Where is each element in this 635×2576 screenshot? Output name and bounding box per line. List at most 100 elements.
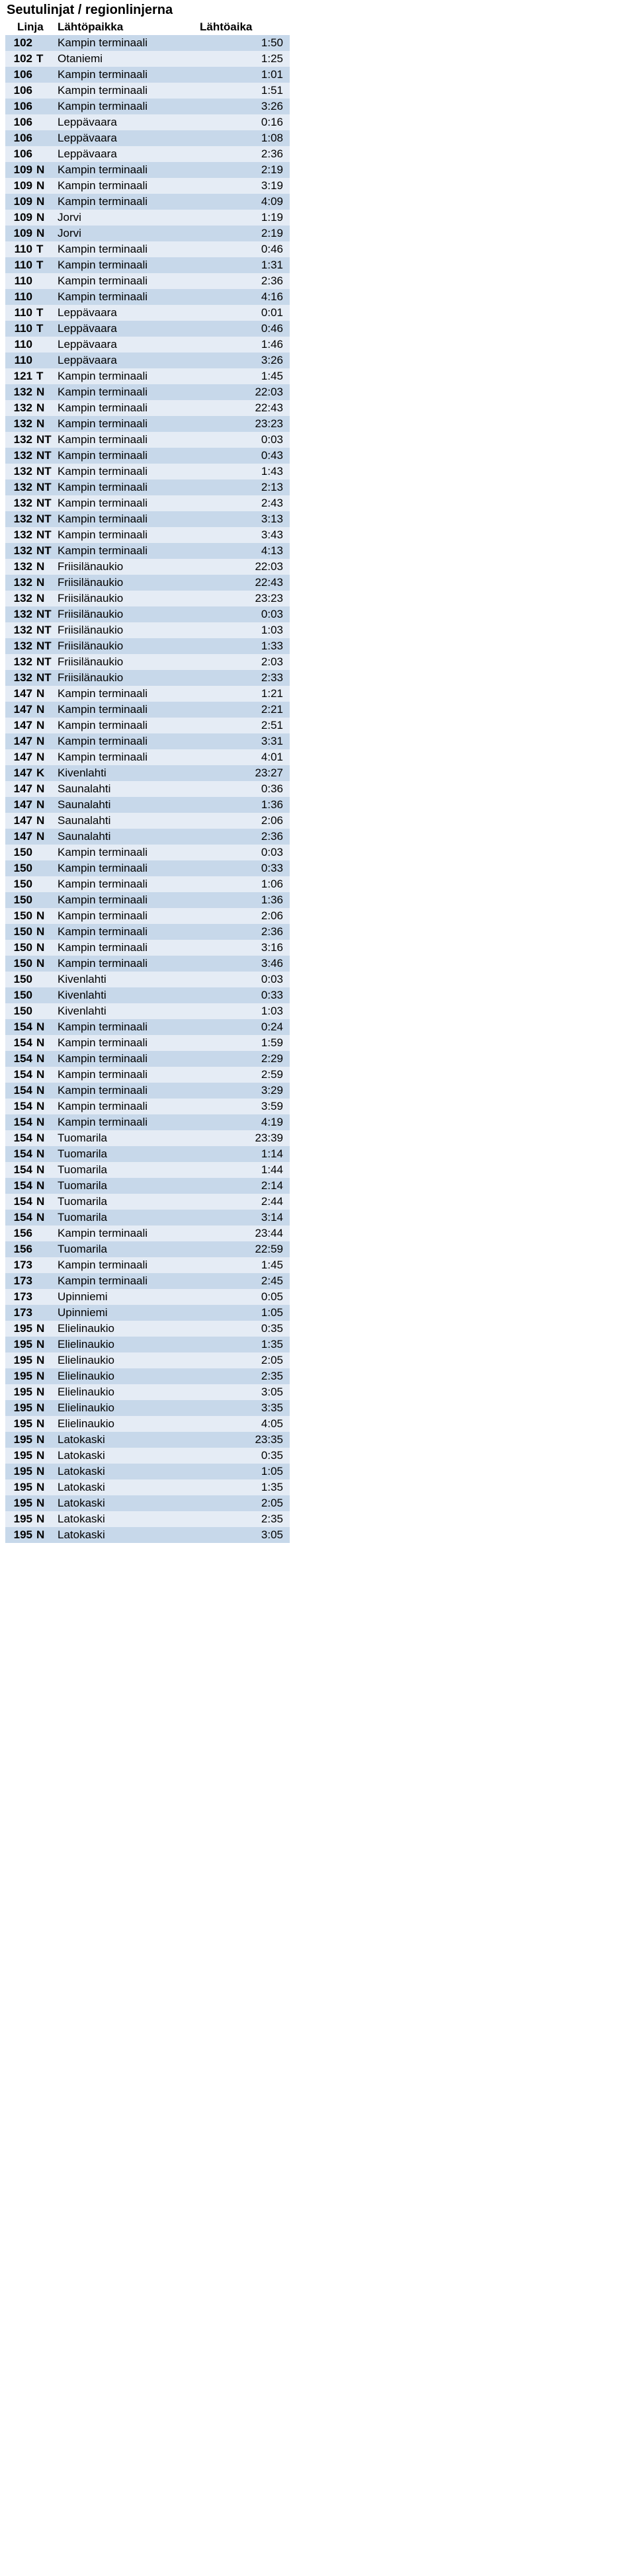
table-row: 132NTKampin terminaali1:43 bbox=[5, 464, 290, 479]
cell-line: 147 bbox=[5, 733, 35, 749]
cell-time: 3:29 bbox=[197, 1083, 290, 1099]
cell-line: 147 bbox=[5, 702, 35, 718]
cell-place: Upinniemi bbox=[55, 1289, 197, 1305]
cell-time: 2:36 bbox=[197, 829, 290, 845]
cell-place: Kampin terminaali bbox=[55, 1226, 197, 1241]
cell-line: 150 bbox=[5, 987, 35, 1003]
cell-time: 2:36 bbox=[197, 146, 290, 162]
table-row: 154NTuomarila2:44 bbox=[5, 1194, 290, 1210]
cell-line: 106 bbox=[5, 83, 35, 99]
cell-suffix: N bbox=[35, 908, 55, 924]
table-row: 106Leppävaara0:16 bbox=[5, 114, 290, 130]
table-row: 106Kampin terminaali1:01 bbox=[5, 67, 290, 83]
cell-suffix bbox=[35, 1273, 55, 1289]
cell-suffix: N bbox=[35, 416, 55, 432]
cell-line: 110 bbox=[5, 289, 35, 305]
cell-place: Kampin terminaali bbox=[55, 1273, 197, 1289]
table-row: 109NJorvi1:19 bbox=[5, 210, 290, 226]
cell-time: 1:44 bbox=[197, 1162, 290, 1178]
cell-line: 195 bbox=[5, 1337, 35, 1352]
cell-suffix: N bbox=[35, 1051, 55, 1067]
cell-suffix: NT bbox=[35, 527, 55, 543]
cell-time: 2:43 bbox=[197, 495, 290, 511]
cell-time: 1:03 bbox=[197, 1003, 290, 1019]
cell-suffix: N bbox=[35, 1321, 55, 1337]
table-row: 173 Upinniemi0:05 bbox=[5, 1289, 290, 1305]
cell-line: 106 bbox=[5, 146, 35, 162]
cell-line: 109 bbox=[5, 178, 35, 194]
cell-time: 4:19 bbox=[197, 1114, 290, 1130]
cell-time: 2:06 bbox=[197, 813, 290, 829]
cell-time: 1:43 bbox=[197, 464, 290, 479]
cell-line: 147 bbox=[5, 829, 35, 845]
cell-place: Saunalahti bbox=[55, 829, 197, 845]
cell-time: 1:05 bbox=[197, 1464, 290, 1479]
cell-suffix: N bbox=[35, 1368, 55, 1384]
cell-line: 132 bbox=[5, 400, 35, 416]
cell-time: 3:43 bbox=[197, 527, 290, 543]
table-row: 195NElielinaukio3:05 bbox=[5, 1384, 290, 1400]
table-row: 132NTFriisilänaukio2:33 bbox=[5, 670, 290, 686]
cell-line: 156 bbox=[5, 1241, 35, 1257]
cell-time: 1:31 bbox=[197, 257, 290, 273]
cell-line: 102 bbox=[5, 51, 35, 67]
cell-time: 1:51 bbox=[197, 83, 290, 99]
cell-line: 150 bbox=[5, 845, 35, 860]
cell-time: 0:33 bbox=[197, 860, 290, 876]
cell-line: 147 bbox=[5, 781, 35, 797]
cell-suffix: N bbox=[35, 686, 55, 702]
cell-time: 1:05 bbox=[197, 1305, 290, 1321]
cell-line: 132 bbox=[5, 638, 35, 654]
table-row: 150NKampin terminaali3:46 bbox=[5, 956, 290, 972]
cell-line: 106 bbox=[5, 130, 35, 146]
cell-line: 195 bbox=[5, 1400, 35, 1416]
cell-suffix: N bbox=[35, 194, 55, 210]
cell-suffix bbox=[35, 1226, 55, 1241]
cell-place: Kampin terminaali bbox=[55, 464, 197, 479]
cell-suffix: N bbox=[35, 1083, 55, 1099]
cell-time: 1:45 bbox=[197, 368, 290, 384]
cell-suffix: N bbox=[35, 733, 55, 749]
cell-line: 173 bbox=[5, 1289, 35, 1305]
cell-line: 150 bbox=[5, 908, 35, 924]
cell-place: Friisilänaukio bbox=[55, 559, 197, 575]
cell-suffix: N bbox=[35, 400, 55, 416]
cell-suffix bbox=[35, 860, 55, 876]
cell-time: 2:33 bbox=[197, 670, 290, 686]
cell-suffix: NT bbox=[35, 464, 55, 479]
cell-place: Tuomarila bbox=[55, 1162, 197, 1178]
cell-time: 2:13 bbox=[197, 479, 290, 495]
table-row: 132NTFriisilänaukio1:03 bbox=[5, 622, 290, 638]
table-row: 195NLatokaski3:05 bbox=[5, 1527, 290, 1543]
cell-line: 132 bbox=[5, 432, 35, 448]
cell-time: 1:59 bbox=[197, 1035, 290, 1051]
cell-line: 110 bbox=[5, 353, 35, 368]
cell-line: 132 bbox=[5, 622, 35, 638]
cell-suffix: N bbox=[35, 940, 55, 956]
table-row: 195NElielinaukio3:35 bbox=[5, 1400, 290, 1416]
cell-place: Kampin terminaali bbox=[55, 495, 197, 511]
table-row: 150Kivenlahti0:33 bbox=[5, 987, 290, 1003]
cell-suffix: N bbox=[35, 797, 55, 813]
cell-time: 1:35 bbox=[197, 1479, 290, 1495]
cell-line: 195 bbox=[5, 1352, 35, 1368]
cell-time: 0:35 bbox=[197, 1321, 290, 1337]
cell-place: Kampin terminaali bbox=[55, 368, 197, 384]
cell-place: Latokaski bbox=[55, 1495, 197, 1511]
cell-time: 0:05 bbox=[197, 1289, 290, 1305]
cell-place: Kampin terminaali bbox=[55, 432, 197, 448]
cell-line: 132 bbox=[5, 384, 35, 400]
cell-line: 154 bbox=[5, 1114, 35, 1130]
cell-place: Kampin terminaali bbox=[55, 400, 197, 416]
cell-place: Leppävaara bbox=[55, 146, 197, 162]
cell-place: Kampin terminaali bbox=[55, 1257, 197, 1273]
cell-time: 3:16 bbox=[197, 940, 290, 956]
table-row: 147NSaunalahti2:36 bbox=[5, 829, 290, 845]
cell-suffix: N bbox=[35, 1162, 55, 1178]
cell-time: 1:36 bbox=[197, 797, 290, 813]
cell-suffix bbox=[35, 35, 55, 51]
cell-time: 3:05 bbox=[197, 1527, 290, 1543]
table-row: 195NElielinaukio0:35 bbox=[5, 1321, 290, 1337]
cell-time: 1:14 bbox=[197, 1146, 290, 1162]
table-row: 121TKampin terminaali1:45 bbox=[5, 368, 290, 384]
